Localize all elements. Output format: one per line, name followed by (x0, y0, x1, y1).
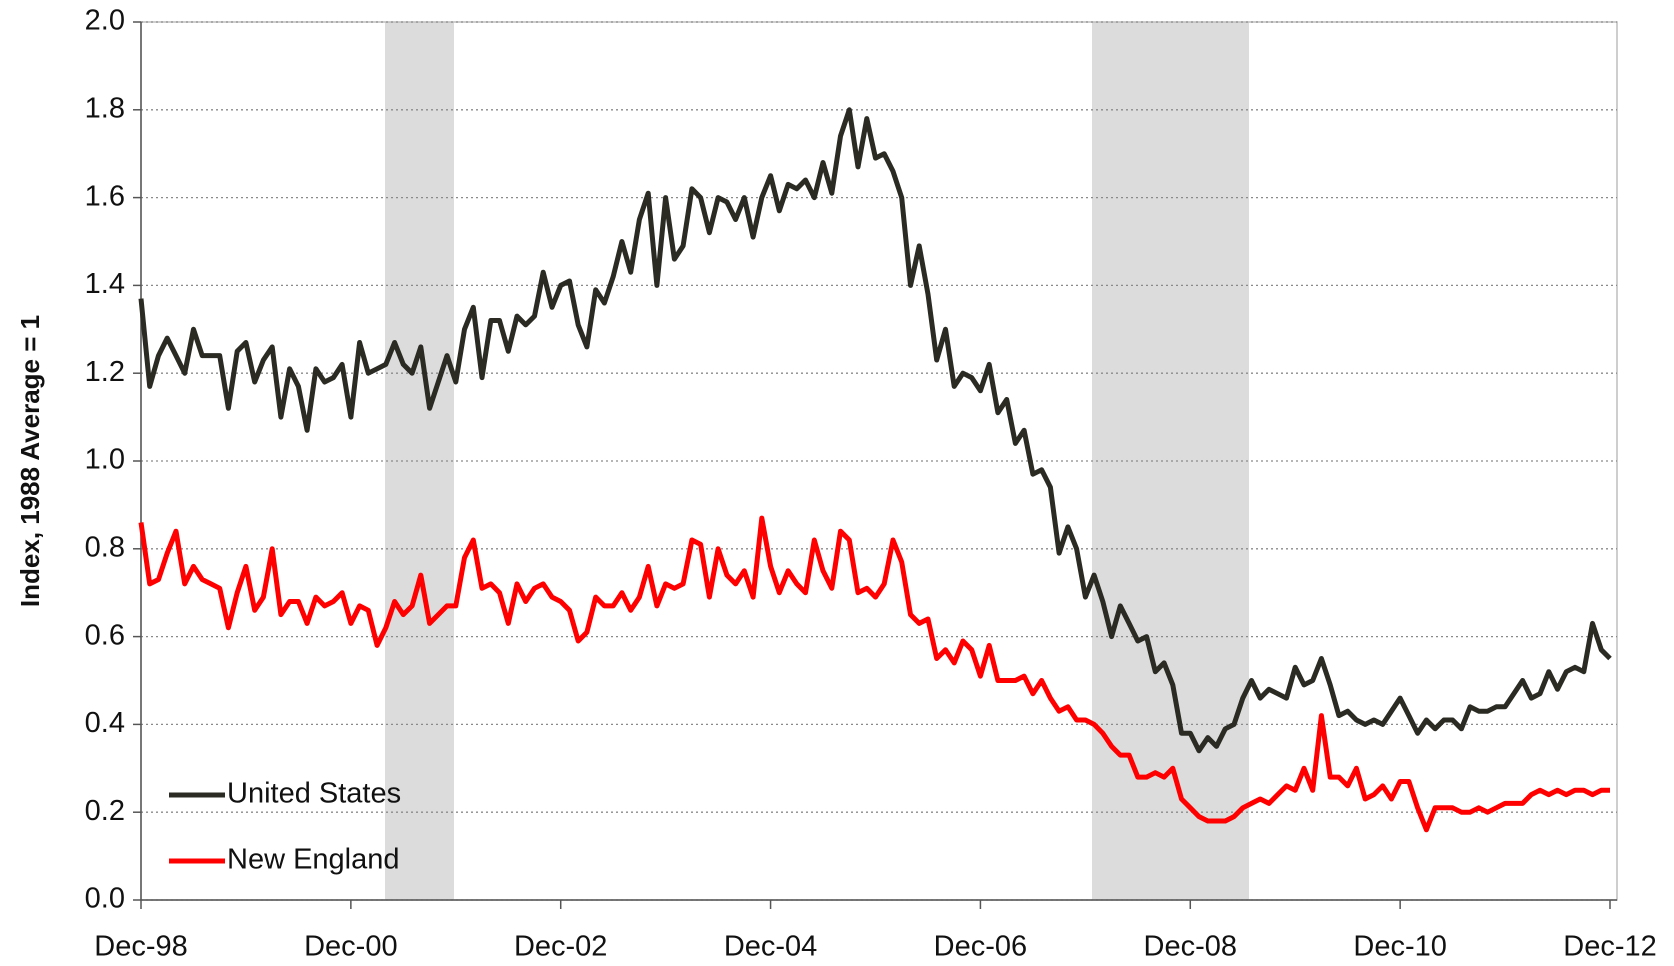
y-tick-label: 2.0 (85, 5, 125, 37)
y-tick-label: 0.8 (85, 531, 125, 563)
x-tick-label: Dec-02 (514, 931, 608, 963)
x-tick-label: Dec-12 (1563, 931, 1657, 963)
y-tick-label: 1.2 (85, 356, 125, 388)
y-tick-label: 0.0 (85, 883, 125, 915)
series-line (138, 107, 1612, 754)
y-tick-label: 1.8 (85, 92, 125, 124)
y-tick-label: 0.6 (85, 619, 125, 651)
legend-label: United States (227, 778, 401, 810)
x-tick-label: Dec-04 (724, 931, 818, 963)
x-tick-label: Dec-06 (934, 931, 1028, 963)
x-tick-label: Dec-98 (94, 931, 188, 963)
recession-band (385, 22, 454, 900)
y-tick-label: 1.6 (85, 180, 125, 212)
y-axis-title: Index, 1988 Average = 1 (15, 315, 45, 607)
y-tick-label: 1.4 (85, 268, 125, 300)
x-tick-label: Dec-00 (304, 931, 398, 963)
series-line (138, 515, 1610, 833)
y-tick-label: 1.0 (85, 444, 125, 476)
y-tick-label: 0.4 (85, 707, 125, 739)
x-tick-label: Dec-10 (1353, 931, 1447, 963)
y-tick-label: 0.2 (85, 795, 125, 827)
legend-label: New England (227, 844, 400, 876)
x-tick-label: Dec-08 (1144, 931, 1238, 963)
